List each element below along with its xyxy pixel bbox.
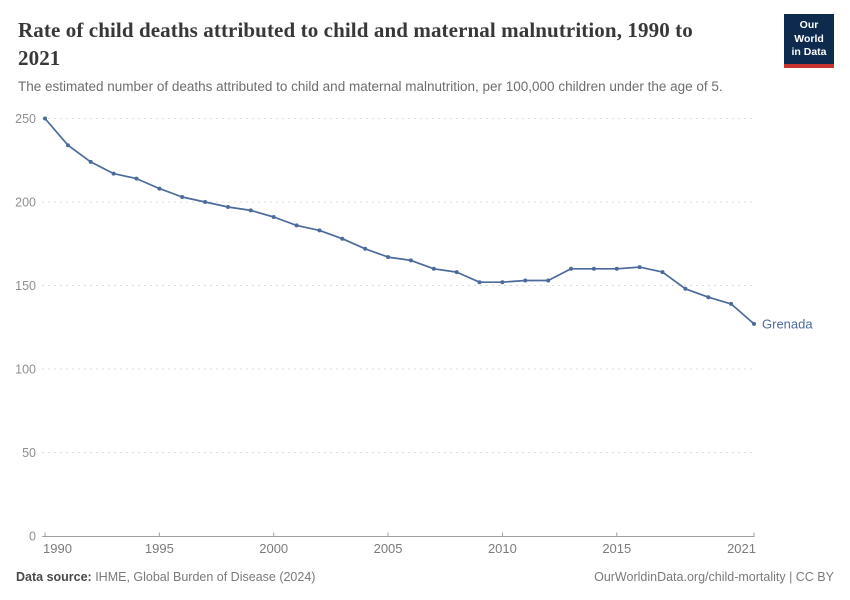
y-axis-label: 100 — [15, 363, 36, 377]
y-axis-label: 200 — [15, 196, 36, 210]
data-point — [660, 270, 665, 275]
x-axis-label: 1990 — [43, 541, 72, 556]
chart-subtitle: The estimated number of deaths attribute… — [18, 79, 723, 94]
x-axis-label: 2005 — [374, 541, 403, 556]
x-axis-label: 1995 — [145, 541, 174, 556]
line-chart[interactable]: 0 50 100 150 200 250 1990 1995 2000 2005 2010 2015 2… — [0, 100, 850, 575]
data-point — [546, 278, 551, 283]
data-point — [477, 280, 482, 285]
data-point — [340, 236, 345, 241]
data-point — [523, 278, 528, 283]
data-point — [500, 280, 505, 285]
owid-logo[interactable]: Our World in Data — [784, 14, 834, 68]
data-point — [386, 255, 391, 260]
y-axis-label: 150 — [15, 279, 36, 293]
data-point — [637, 265, 642, 270]
data-point — [706, 295, 711, 300]
data-point — [363, 246, 368, 251]
data-point — [683, 286, 688, 291]
data-point — [226, 205, 230, 209]
x-axis-label: 2000 — [259, 541, 288, 556]
chart-title: Rate of child deaths attributed to child… — [18, 18, 693, 70]
data-point — [203, 200, 208, 204]
y-axis-label: 0 — [29, 530, 36, 544]
data-point — [111, 171, 116, 176]
data-point — [752, 321, 756, 326]
data-point — [180, 195, 185, 199]
grenada-line — [44, 117, 755, 325]
x-axis-label: 2021 — [727, 541, 756, 556]
data-point — [614, 266, 619, 271]
credit-link[interactable]: OurWorldinData.org/child-mortality | CC … — [594, 570, 834, 584]
data-source-text: IHME, Global Burden of Disease (2024) — [91, 570, 316, 584]
x-axis-label: 2010 — [488, 541, 517, 556]
data-point — [65, 143, 70, 148]
data-point — [271, 215, 276, 219]
data-point — [294, 223, 299, 228]
chart-header: Rate of child deaths attributed to child… — [0, 0, 850, 95]
y-axis-label: 50 — [22, 446, 36, 460]
data-point — [43, 116, 47, 121]
chart-footer: Data source: IHME, Global Burden of Dise… — [0, 570, 850, 600]
data-point — [591, 266, 596, 271]
data-point — [134, 176, 139, 181]
data-source: Data source: IHME, Global Burden of Dise… — [16, 570, 315, 584]
owid-logo-line2: in Data — [791, 46, 827, 59]
data-point — [157, 186, 162, 191]
data-point — [88, 159, 93, 164]
y-axis-label: 250 — [15, 112, 36, 126]
data-point — [431, 266, 436, 271]
series-label-grenada[interactable]: Grenada — [762, 316, 813, 331]
data-point — [408, 258, 413, 263]
data-source-label: Data source: — [16, 570, 92, 584]
data-point — [317, 228, 322, 233]
data-point — [454, 270, 459, 275]
x-axis-label: 2015 — [602, 541, 631, 556]
data-point — [248, 208, 253, 213]
data-point — [729, 301, 734, 306]
owid-logo-line1: Our World — [794, 19, 824, 45]
data-point — [569, 266, 573, 271]
